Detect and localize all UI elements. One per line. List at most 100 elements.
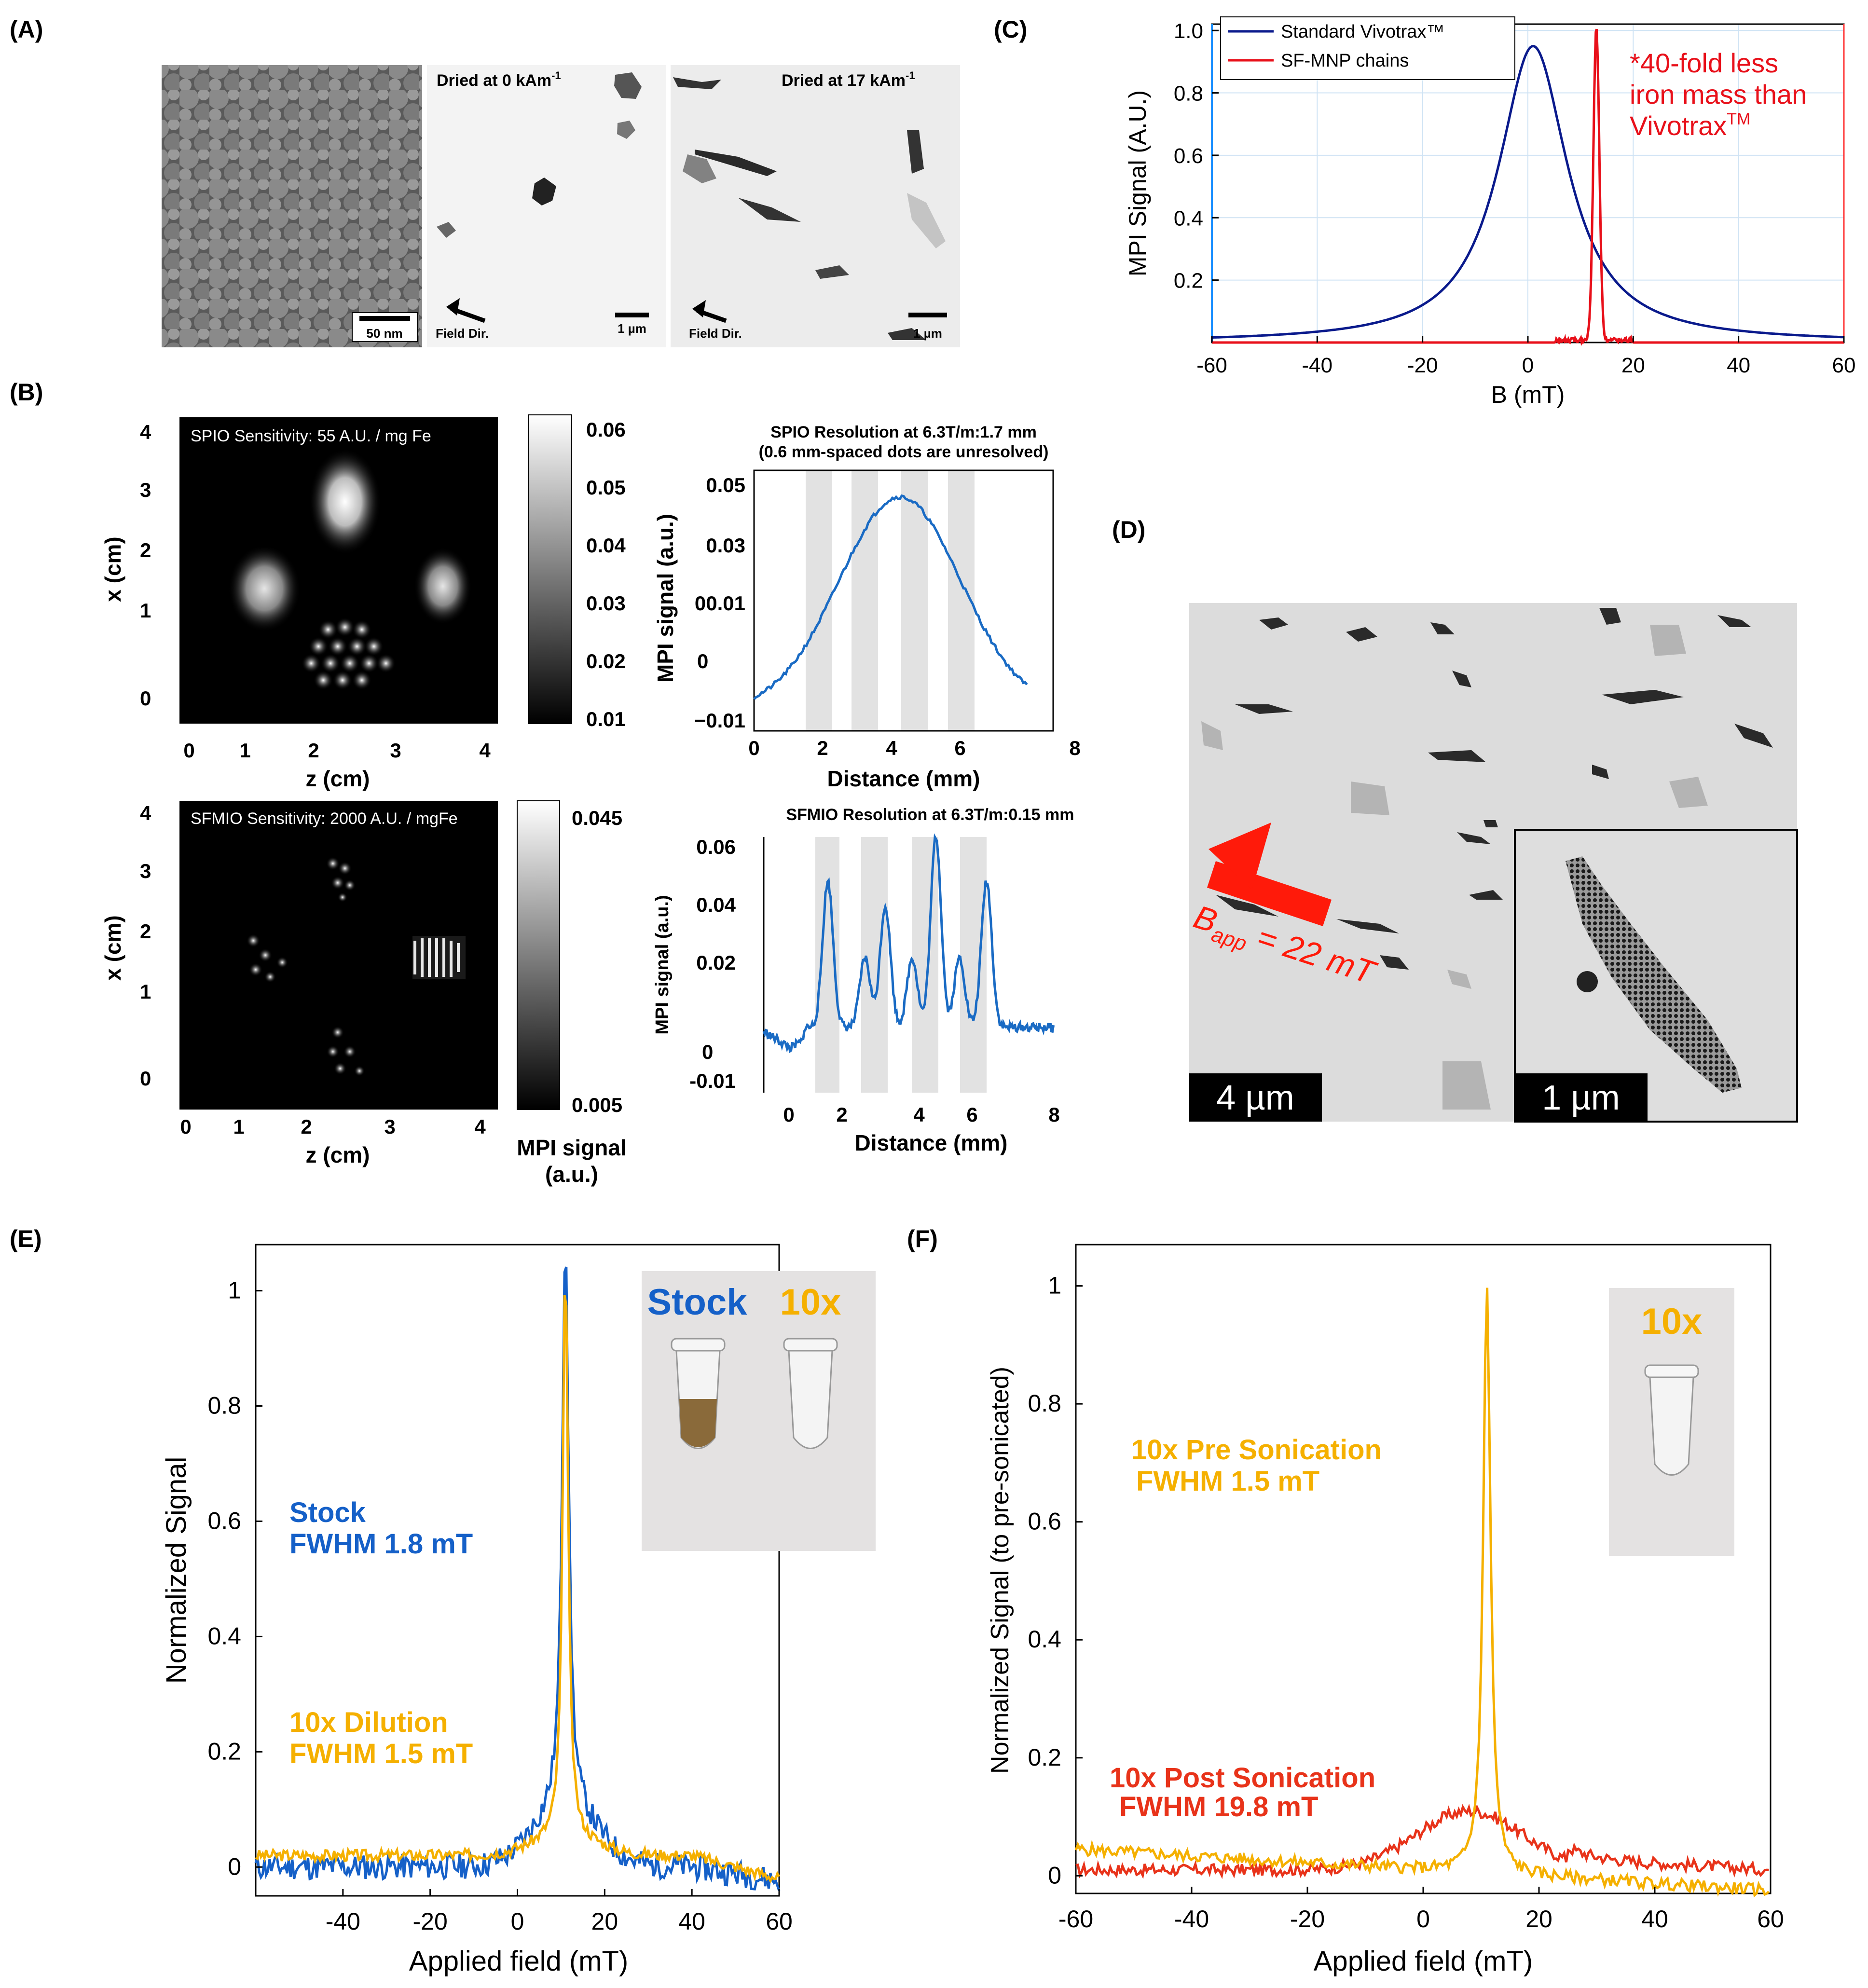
prof1-ytick: 0.05 (706, 474, 745, 496)
applied-field-arrow-icon (1207, 823, 1332, 926)
img-tick: 0 (180, 1115, 191, 1138)
y-tick-label: 0.8 (207, 1392, 241, 1419)
chart-e: Stock 10x -40 -20 0 20 40 60 1 0.8 0.6 0.4 0.2 0 St… (161, 1244, 876, 1977)
scale-bar-4um: 4 µm (1216, 1079, 1294, 1117)
scale-bar-50nm: 50 nm (366, 326, 402, 341)
cbar-label: MPI signal (517, 1135, 626, 1160)
img-tick: 0 (140, 1067, 151, 1090)
prof1-ytick: −0.01 (694, 709, 745, 732)
y-tick-label: 0.4 (1028, 1626, 1061, 1653)
prof2-xtick: 4 (913, 1103, 925, 1126)
prof2-xtick: 0 (783, 1103, 794, 1126)
x-tick-label: 60 (1832, 354, 1856, 377)
prof1-ytick: 00.01 (695, 592, 745, 615)
chart-f-photo: 10x (1609, 1288, 1734, 1556)
photo-label-stock: Stock (647, 1282, 748, 1323)
sfmio-profile-line (762, 833, 1055, 1054)
prof2-ytick: 0.02 (696, 951, 736, 974)
x-tick-label: 20 (1525, 1906, 1552, 1933)
chart-f-series-post (1075, 1803, 1769, 1879)
cbar1-tick: 0.03 (586, 592, 626, 615)
photo-label-10x: 10x (1641, 1301, 1703, 1342)
x-tick-label: -40 (1302, 354, 1333, 377)
y-tick-label: 0.2 (207, 1738, 241, 1765)
x-tick-label: -20 (1407, 354, 1438, 377)
prof1-xtick: 6 (954, 737, 965, 759)
prof2-xlabel: Distance (mm) (855, 1130, 1008, 1155)
panel-label-b: (B) (10, 379, 43, 406)
x-tick-label: 0 (1416, 1906, 1430, 1933)
img-tick: 2 (140, 920, 151, 943)
x-tick-label: -60 (1196, 354, 1227, 377)
x-axis-label: x (cm) (100, 536, 125, 602)
chart-f-ylabel: Normalized Signal (to pre-sonicated) (986, 1367, 1014, 1774)
chart-e-photo: Stock 10x (642, 1271, 876, 1551)
img-tick: 4 (140, 802, 151, 824)
prof1-ytick: 0.03 (706, 534, 745, 557)
chart-e-ylabel: Normalized Signal (161, 1457, 192, 1684)
cbar2-tick: 0.005 (572, 1094, 622, 1116)
spio-sensitivity-title: SPIO Sensitivity: 55 A.U. / mg Fe (191, 427, 431, 445)
spio-profile-line (753, 494, 1028, 700)
chart-f-legend-pre-fwhm: FWHM 1.5 mT (1136, 1466, 1319, 1497)
chart-e-legend-stock-fwhm: FWHM 1.8 mT (289, 1528, 473, 1560)
chart-e-ticks: -40 -20 0 20 40 60 1 0.8 0.6 0.4 0.2 0 (207, 1277, 792, 1935)
img-tick: 0 (140, 687, 151, 710)
x-tick-label: 60 (766, 1908, 793, 1935)
scale-bar-1um-d: 1 µm (1542, 1079, 1620, 1117)
img-tick: 2 (301, 1115, 312, 1138)
photo-label-10x: 10x (780, 1282, 841, 1323)
img2-axes: 4 3 2 1 0 0 1 2 3 4 z (cm) x (cm) (100, 802, 486, 1167)
x-tick-label: 40 (1641, 1906, 1668, 1933)
dried-17-title: Dried at 17 kAm-1 (782, 69, 915, 90)
y-tick-label: 1 (1048, 1272, 1061, 1299)
chart-e-xlabel: Applied field (mT) (409, 1946, 628, 1977)
chart-f-legend-pre: 10x Pre Sonication (1131, 1434, 1382, 1466)
y-tick-label: 0.8 (1174, 82, 1203, 106)
y-tick-label: 0.8 (1028, 1390, 1061, 1417)
tem-nanoparticles-image: 50 nm (162, 65, 422, 347)
chart-f-xlabel: Applied field (mT) (1314, 1946, 1533, 1977)
prof1-xtick: 8 (1069, 737, 1080, 759)
chart-e-legend-dilution: 10x Dilution (289, 1707, 448, 1738)
x-tick-label: -20 (413, 1908, 448, 1935)
x-tick-label: 20 (1621, 354, 1645, 377)
y-tick-label: 0.6 (1028, 1508, 1061, 1535)
prof1-xtick: 4 (886, 737, 897, 759)
scale-bar-1um-a3: 1 µm (913, 326, 942, 341)
chart-c-ticks: -60 -40 -20 0 20 40 60 1.0 0.8 0.6 0.4 0.2 (1174, 19, 1856, 377)
x-tick-label: 20 (591, 1908, 618, 1935)
panel-label-f: (F) (907, 1225, 938, 1252)
chart-f-ticks: -60 -40 -20 0 20 40 60 1 0.8 0.6 0.4 0.2 0 (1028, 1272, 1784, 1933)
spio-profile-subtitle: (0.6 mm-spaced dots are unresolved) (759, 443, 1049, 461)
x-tick-label: -40 (326, 1908, 360, 1935)
chart-c-annotation: *40-fold less (1630, 48, 1778, 78)
img-tick: 2 (140, 539, 151, 562)
panel-label-e: (E) (10, 1225, 42, 1252)
prof2-ytick: 0.04 (696, 893, 736, 916)
chart-e-legend-dilution-fwhm: FWHM 1.5 mT (289, 1738, 473, 1769)
panel-label-a: (A) (10, 16, 43, 43)
panel-b-image-sfmio: SFMIO Sensitivity: 2000 A.U. / mgFe (179, 801, 498, 1110)
chart-c-legend: Standard Vivotrax™ SF-MNP chains (1220, 16, 1515, 80)
x-tick-label: -60 (1058, 1906, 1093, 1933)
cbar1-tick: 0.06 (586, 418, 626, 441)
tem-dried-17-image: Dried at 17 kAm-1 Field Dir. 1 µm (671, 65, 960, 347)
cbar-label: (a.u.) (545, 1162, 598, 1187)
y-tick-label: 0.2 (1174, 269, 1203, 293)
field-direction-arrow-icon (446, 298, 486, 323)
img-tick: 1 (140, 599, 151, 622)
img-tick: 3 (140, 479, 151, 501)
z-axis-label: z (cm) (306, 1142, 370, 1167)
x-tick-label: 0 (1522, 354, 1534, 377)
prof1-ytick: 0 (697, 650, 708, 672)
profile-spio: SPIO Resolution at 6.3T/m:1.7 mm (0.6 mm… (653, 423, 1081, 791)
chart-e-series-stock (254, 1266, 781, 1892)
y-tick-label: 0.2 (1028, 1744, 1061, 1771)
panel-label-c: (C) (994, 16, 1027, 43)
x-tick-label: 40 (1727, 354, 1750, 377)
chart-f-series-pre (1074, 1288, 1770, 1898)
prof2-xtick: 8 (1048, 1103, 1059, 1126)
x-tick-label: 40 (678, 1908, 705, 1935)
x-axis-label: x (cm) (100, 915, 125, 980)
